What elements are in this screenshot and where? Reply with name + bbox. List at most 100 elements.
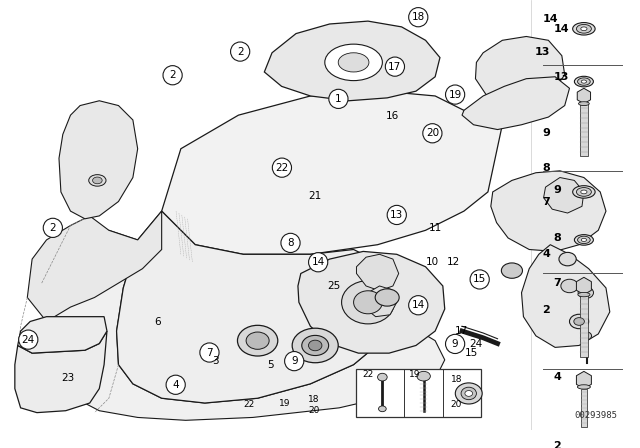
- Ellipse shape: [338, 53, 369, 72]
- Text: 22: 22: [275, 163, 289, 172]
- Text: 14: 14: [553, 24, 569, 34]
- Circle shape: [445, 334, 465, 353]
- Circle shape: [200, 343, 219, 362]
- Polygon shape: [580, 389, 588, 427]
- Circle shape: [166, 375, 185, 394]
- Polygon shape: [162, 91, 502, 254]
- Text: 10: 10: [426, 257, 439, 267]
- Polygon shape: [476, 36, 564, 106]
- Ellipse shape: [246, 332, 269, 349]
- Text: 4: 4: [542, 249, 550, 258]
- Circle shape: [387, 205, 406, 224]
- Circle shape: [445, 85, 465, 104]
- Ellipse shape: [93, 177, 102, 184]
- Circle shape: [409, 296, 428, 315]
- Ellipse shape: [578, 446, 589, 448]
- Circle shape: [19, 330, 38, 349]
- Ellipse shape: [292, 328, 338, 363]
- Polygon shape: [462, 77, 570, 129]
- Text: 2: 2: [542, 305, 550, 314]
- Text: 20: 20: [426, 128, 439, 138]
- Text: 2: 2: [553, 441, 561, 448]
- Ellipse shape: [559, 252, 576, 266]
- Ellipse shape: [378, 373, 387, 381]
- Ellipse shape: [573, 22, 595, 35]
- Text: 7: 7: [542, 197, 550, 207]
- Bar: [356, 370, 481, 418]
- Text: 17: 17: [454, 326, 468, 336]
- Text: 15: 15: [465, 348, 478, 358]
- Circle shape: [281, 233, 300, 253]
- Ellipse shape: [574, 235, 593, 245]
- Text: 11: 11: [429, 223, 442, 233]
- Text: 25: 25: [327, 281, 340, 291]
- Text: 9: 9: [291, 356, 298, 366]
- Circle shape: [273, 158, 291, 177]
- Polygon shape: [28, 211, 162, 322]
- Polygon shape: [356, 254, 399, 291]
- Ellipse shape: [579, 102, 589, 106]
- Text: 20: 20: [308, 406, 319, 415]
- Text: 12: 12: [447, 257, 461, 267]
- Ellipse shape: [577, 78, 590, 85]
- Ellipse shape: [578, 293, 590, 297]
- Ellipse shape: [581, 238, 586, 241]
- Ellipse shape: [302, 336, 328, 356]
- Text: 8: 8: [287, 238, 294, 248]
- Polygon shape: [580, 295, 588, 357]
- Circle shape: [44, 218, 63, 237]
- Text: 24: 24: [22, 335, 35, 345]
- Text: 13: 13: [535, 47, 550, 56]
- Ellipse shape: [375, 289, 399, 306]
- Ellipse shape: [324, 44, 382, 81]
- Polygon shape: [59, 101, 138, 219]
- Polygon shape: [116, 211, 397, 403]
- Text: 22: 22: [243, 400, 254, 409]
- Text: 14: 14: [312, 257, 324, 267]
- Polygon shape: [42, 230, 445, 420]
- Ellipse shape: [582, 332, 591, 340]
- Ellipse shape: [577, 25, 591, 33]
- Circle shape: [230, 42, 250, 61]
- Text: 2: 2: [170, 70, 176, 80]
- Text: 18: 18: [451, 375, 462, 383]
- Polygon shape: [15, 331, 107, 413]
- Circle shape: [308, 253, 328, 272]
- Circle shape: [285, 352, 304, 371]
- Text: 14: 14: [412, 300, 425, 310]
- Ellipse shape: [461, 387, 476, 400]
- Text: 18: 18: [308, 395, 319, 404]
- Ellipse shape: [577, 188, 591, 196]
- Text: 8: 8: [553, 233, 561, 243]
- Ellipse shape: [580, 27, 587, 30]
- Ellipse shape: [570, 314, 589, 329]
- Text: 15: 15: [473, 275, 486, 284]
- Polygon shape: [543, 177, 584, 213]
- Text: 16: 16: [386, 111, 399, 121]
- Circle shape: [385, 57, 404, 76]
- Circle shape: [163, 66, 182, 85]
- Polygon shape: [580, 103, 588, 156]
- Ellipse shape: [574, 76, 593, 87]
- Text: 2: 2: [237, 47, 243, 56]
- Text: 20: 20: [451, 401, 462, 409]
- Ellipse shape: [353, 291, 382, 314]
- Circle shape: [423, 124, 442, 143]
- Text: 9: 9: [452, 339, 458, 349]
- Text: 21: 21: [308, 190, 322, 201]
- Ellipse shape: [378, 406, 386, 412]
- Text: 13: 13: [553, 72, 568, 82]
- Ellipse shape: [577, 385, 590, 389]
- Polygon shape: [264, 21, 440, 101]
- Ellipse shape: [89, 175, 106, 186]
- Text: 9: 9: [553, 185, 561, 195]
- Text: 4: 4: [553, 372, 561, 382]
- Ellipse shape: [581, 80, 586, 83]
- Text: 3: 3: [212, 356, 219, 366]
- Text: 23: 23: [61, 373, 75, 383]
- Ellipse shape: [574, 318, 584, 325]
- Polygon shape: [298, 251, 445, 353]
- Ellipse shape: [561, 279, 578, 293]
- Text: 14: 14: [542, 14, 558, 24]
- Ellipse shape: [417, 371, 430, 381]
